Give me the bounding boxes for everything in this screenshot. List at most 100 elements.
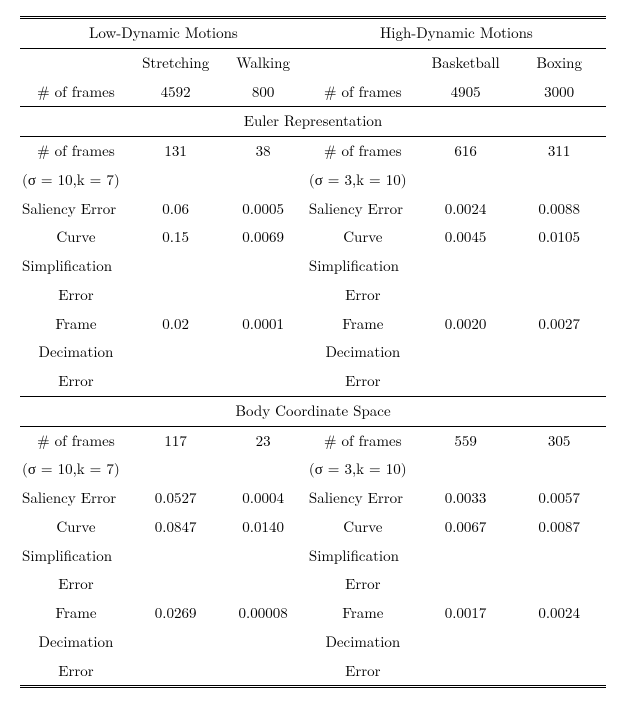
euler-saliency-stretching: 0.06: [132, 195, 219, 224]
euler-curve-label-right: Curve: [307, 223, 419, 252]
body-frames-boxing: 305: [512, 426, 606, 455]
euler-params-right: (σ = 3,k = 10): [307, 166, 419, 195]
body-params-left: (σ = 10,k = 7): [20, 455, 132, 484]
euler-frame-stretching: 0.02: [132, 310, 219, 339]
euler-dec-error-left: Error: [20, 367, 132, 396]
euler-frame-basketball: 0.0020: [419, 310, 513, 339]
section-euler-title: Euler Representation: [20, 107, 606, 137]
euler-simp-error-left: Error: [20, 281, 132, 310]
sub-header-row: Stretching Walking Basketball Boxing: [20, 48, 606, 77]
body-frames-stretching: 117: [132, 426, 219, 455]
body-saliency-row: Saliency Error 0.0527 0.0004 Saliency Er…: [20, 484, 606, 513]
body-simp-error-right: Error: [307, 570, 419, 599]
col-basketball: Basketball: [419, 48, 513, 77]
body-curve-label-left: Curve: [20, 513, 132, 542]
body-decimation-error-row: Error Error: [20, 657, 606, 687]
euler-frames-row: # of frames 131 38 # of frames 616 311: [20, 137, 606, 166]
total-walking: 800: [219, 78, 307, 107]
euler-decimation-error-row: Error Error: [20, 367, 606, 396]
body-curve-basketball: 0.0067: [419, 513, 513, 542]
body-decimation-right: Decimation: [307, 628, 419, 657]
euler-saliency-walking: 0.0005: [219, 195, 307, 224]
euler-curve-label-left: Curve: [20, 223, 132, 252]
euler-curve-boxing: 0.0105: [512, 223, 606, 252]
euler-curve-stretching: 0.15: [132, 223, 219, 252]
euler-params-row: (σ = 10,k = 7) (σ = 3,k = 10): [20, 166, 606, 195]
total-boxing: 3000: [512, 78, 606, 107]
body-frame-walking: 0.00008: [219, 599, 307, 628]
body-saliency-label-left: Saliency Error: [20, 484, 132, 513]
euler-simp-error-right: Error: [307, 281, 419, 310]
euler-frame-row: Frame 0.02 0.0001 Frame 0.0020 0.0027: [20, 310, 606, 339]
body-simp-left: Simplification: [20, 542, 132, 571]
body-curve-boxing: 0.0087: [512, 513, 606, 542]
euler-simplification-row: Simplification Simplification: [20, 252, 606, 281]
body-frame-boxing: 0.0024: [512, 599, 606, 628]
section-body-title: Body Coordinate Space: [20, 396, 606, 426]
high-dynamic-title: High-Dynamic Motions: [307, 18, 606, 49]
body-frames-row: # of frames 117 23 # of frames 559 305: [20, 426, 606, 455]
total-basketball: 4905: [419, 78, 513, 107]
body-simp-error-left: Error: [20, 570, 132, 599]
body-params-row: (σ = 10,k = 7) (σ = 3,k = 10): [20, 455, 606, 484]
low-dynamic-title: Low-Dynamic Motions: [20, 18, 307, 49]
euler-frames-walking: 38: [219, 137, 307, 166]
euler-frame-walking: 0.0001: [219, 310, 307, 339]
body-saliency-boxing: 0.0057: [512, 484, 606, 513]
euler-simplification-left: Simplification: [20, 252, 132, 281]
total-frames-row: # of frames 4592 800 # of frames 4905 30…: [20, 78, 606, 107]
euler-saliency-row: Saliency Error 0.06 0.0005 Saliency Erro…: [20, 195, 606, 224]
euler-frame-boxing: 0.0027: [512, 310, 606, 339]
body-decimation-left: Decimation: [20, 628, 132, 657]
euler-params-left: (σ = 10,k = 7): [20, 166, 132, 195]
frames-label-left: # of frames: [20, 78, 132, 107]
euler-frames-label-left: # of frames: [20, 137, 132, 166]
body-frame-label-left: Frame: [20, 599, 132, 628]
euler-decimation-right: Decimation: [307, 338, 419, 367]
body-decimation-row: Decimation Decimation: [20, 628, 606, 657]
group-header-row: Low-Dynamic Motions High-Dynamic Motions: [20, 18, 606, 49]
body-curve-stretching: 0.0847: [132, 513, 219, 542]
frames-label-right: # of frames: [307, 78, 419, 107]
euler-curve-row: Curve 0.15 0.0069 Curve 0.0045 0.0105: [20, 223, 606, 252]
body-frame-stretching: 0.0269: [132, 599, 219, 628]
table: Low-Dynamic Motions High-Dynamic Motions…: [20, 16, 606, 688]
body-dec-error-right: Error: [307, 657, 419, 687]
euler-saliency-basketball: 0.0024: [419, 195, 513, 224]
col-walking: Walking: [219, 48, 307, 77]
euler-curve-walking: 0.0069: [219, 223, 307, 252]
body-saliency-stretching: 0.0527: [132, 484, 219, 513]
euler-saliency-label-left: Saliency Error: [20, 195, 132, 224]
euler-frame-label-left: Frame: [20, 310, 132, 339]
euler-frames-basketball: 616: [419, 137, 513, 166]
total-stretching: 4592: [132, 78, 219, 107]
section-body-title-row: Body Coordinate Space: [20, 396, 606, 426]
euler-dec-error-right: Error: [307, 367, 419, 396]
body-saliency-basketball: 0.0033: [419, 484, 513, 513]
body-frames-basketball: 559: [419, 426, 513, 455]
body-simplification-row: Simplification Simplification: [20, 542, 606, 571]
body-frame-basketball: 0.0017: [419, 599, 513, 628]
euler-frames-stretching: 131: [132, 137, 219, 166]
euler-frames-boxing: 311: [512, 137, 606, 166]
euler-saliency-boxing: 0.0088: [512, 195, 606, 224]
euler-simplification-error-row: Error Error: [20, 281, 606, 310]
body-dec-error-left: Error: [20, 657, 132, 687]
body-frames-walking: 23: [219, 426, 307, 455]
body-curve-walking: 0.0140: [219, 513, 307, 542]
comparison-table: { "headers": { "low_title": "Low-Dynamic…: [0, 0, 626, 708]
body-saliency-label-right: Saliency Error: [307, 484, 419, 513]
body-frame-label-right: Frame: [307, 599, 419, 628]
body-params-right: (σ = 3,k = 10): [307, 455, 419, 484]
euler-frames-label-right: # of frames: [307, 137, 419, 166]
body-frames-label-right: # of frames: [307, 426, 419, 455]
euler-frame-label-right: Frame: [307, 310, 419, 339]
body-saliency-walking: 0.0004: [219, 484, 307, 513]
body-curve-label-right: Curve: [307, 513, 419, 542]
euler-saliency-label-right: Saliency Error: [307, 195, 419, 224]
euler-simplification-right: Simplification: [307, 252, 419, 281]
body-simp-right: Simplification: [307, 542, 419, 571]
body-simplification-error-row: Error Error: [20, 570, 606, 599]
euler-decimation-row: Decimation Decimation: [20, 338, 606, 367]
section-euler-title-row: Euler Representation: [20, 107, 606, 137]
